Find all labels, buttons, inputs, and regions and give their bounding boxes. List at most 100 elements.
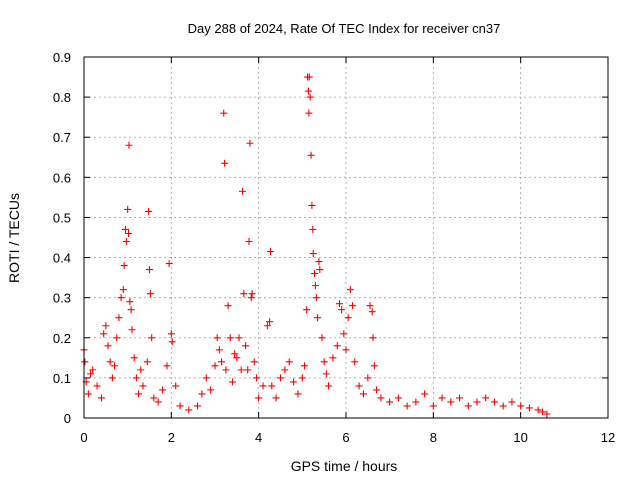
y-tick-label: 0.5 <box>53 210 71 225</box>
data-point <box>128 326 136 334</box>
data-point <box>403 402 411 410</box>
y-tick-label: 0.3 <box>53 291 71 306</box>
data-point <box>120 262 128 270</box>
data-point <box>349 302 357 310</box>
data-point <box>211 362 219 370</box>
x-tick-label: 12 <box>601 430 615 445</box>
data-point <box>312 294 320 302</box>
chart-title: Day 288 of 2024, Rate Of TEC Index for r… <box>188 21 501 36</box>
data-point <box>247 294 255 302</box>
data-point <box>290 378 298 386</box>
data-point <box>124 205 132 213</box>
data-point <box>119 286 127 294</box>
data-point <box>252 374 260 382</box>
data-point <box>172 382 180 390</box>
data-point <box>359 390 367 398</box>
data-point <box>121 225 129 233</box>
data-point <box>168 338 176 346</box>
data-point <box>482 394 490 402</box>
data-point <box>115 314 123 322</box>
x-tick-label: 0 <box>80 430 87 445</box>
data-point <box>320 358 328 366</box>
data-point <box>318 334 326 342</box>
data-point <box>148 334 156 342</box>
data-point <box>370 362 378 370</box>
data-point <box>240 290 248 298</box>
data-point <box>311 282 319 290</box>
data-point <box>307 151 315 159</box>
data-point <box>539 408 546 416</box>
data-point <box>412 398 420 406</box>
data-point <box>150 394 158 402</box>
data-point <box>325 382 333 390</box>
data-point <box>306 93 314 101</box>
data-point <box>250 358 258 366</box>
data-point <box>226 334 234 342</box>
data-point <box>146 290 154 298</box>
data-point <box>143 358 151 366</box>
data-point <box>266 318 274 326</box>
data-point <box>351 358 359 366</box>
data-point <box>333 342 341 350</box>
data-point <box>303 306 311 314</box>
data-point <box>373 386 381 394</box>
data-point <box>100 330 108 338</box>
data-point <box>266 248 274 256</box>
data-point <box>335 300 343 308</box>
data-point <box>342 346 350 354</box>
data-point <box>298 374 306 382</box>
x-tick-label: 10 <box>513 430 527 445</box>
data-point <box>543 410 551 418</box>
data-point <box>93 382 101 390</box>
data-point <box>213 334 221 342</box>
data-point <box>132 374 140 382</box>
data-point <box>366 302 374 310</box>
data-point <box>456 394 464 402</box>
data-point <box>81 358 89 366</box>
data-point <box>421 390 429 398</box>
x-axis-label: GPS time / hours <box>291 458 398 474</box>
data-point <box>248 290 256 298</box>
y-tick-label: 0.6 <box>53 170 71 185</box>
data-point <box>231 350 239 358</box>
data-point <box>281 366 289 374</box>
data-point <box>125 141 133 149</box>
data-point <box>137 366 145 374</box>
data-point <box>305 73 313 81</box>
data-point <box>322 370 330 378</box>
data-point <box>346 286 354 294</box>
y-axis-label: ROTI / TECUs <box>6 193 22 283</box>
y-tick-label: 0.9 <box>53 50 71 65</box>
grid-lines <box>84 57 608 418</box>
data-point <box>113 334 121 342</box>
data-point <box>309 225 317 233</box>
data-point <box>111 362 119 370</box>
y-tick-label: 0.1 <box>53 371 71 386</box>
data-point <box>272 394 280 402</box>
data-point <box>198 390 206 398</box>
data-point <box>473 398 481 406</box>
data-point <box>314 314 322 322</box>
data-point <box>108 374 116 382</box>
data-point <box>364 374 372 382</box>
data-point <box>135 390 143 398</box>
data-point <box>167 330 175 338</box>
x-tick-label: 2 <box>168 430 175 445</box>
x-tick-label: 4 <box>255 430 262 445</box>
data-point <box>242 342 250 350</box>
data-point <box>316 266 324 274</box>
data-point <box>87 370 95 378</box>
data-point <box>154 398 162 406</box>
x-axis-ticks: 0 2 4 6 8 10 12 <box>80 57 615 445</box>
data-point <box>246 139 254 147</box>
data-point <box>263 322 271 330</box>
data-point <box>122 238 130 246</box>
data-point <box>228 378 236 386</box>
data-point <box>84 390 92 398</box>
y-tick-label: 0.8 <box>53 90 71 105</box>
data-point <box>106 358 114 366</box>
data-point <box>130 354 138 362</box>
data-point <box>285 358 293 366</box>
data-point <box>235 334 243 342</box>
